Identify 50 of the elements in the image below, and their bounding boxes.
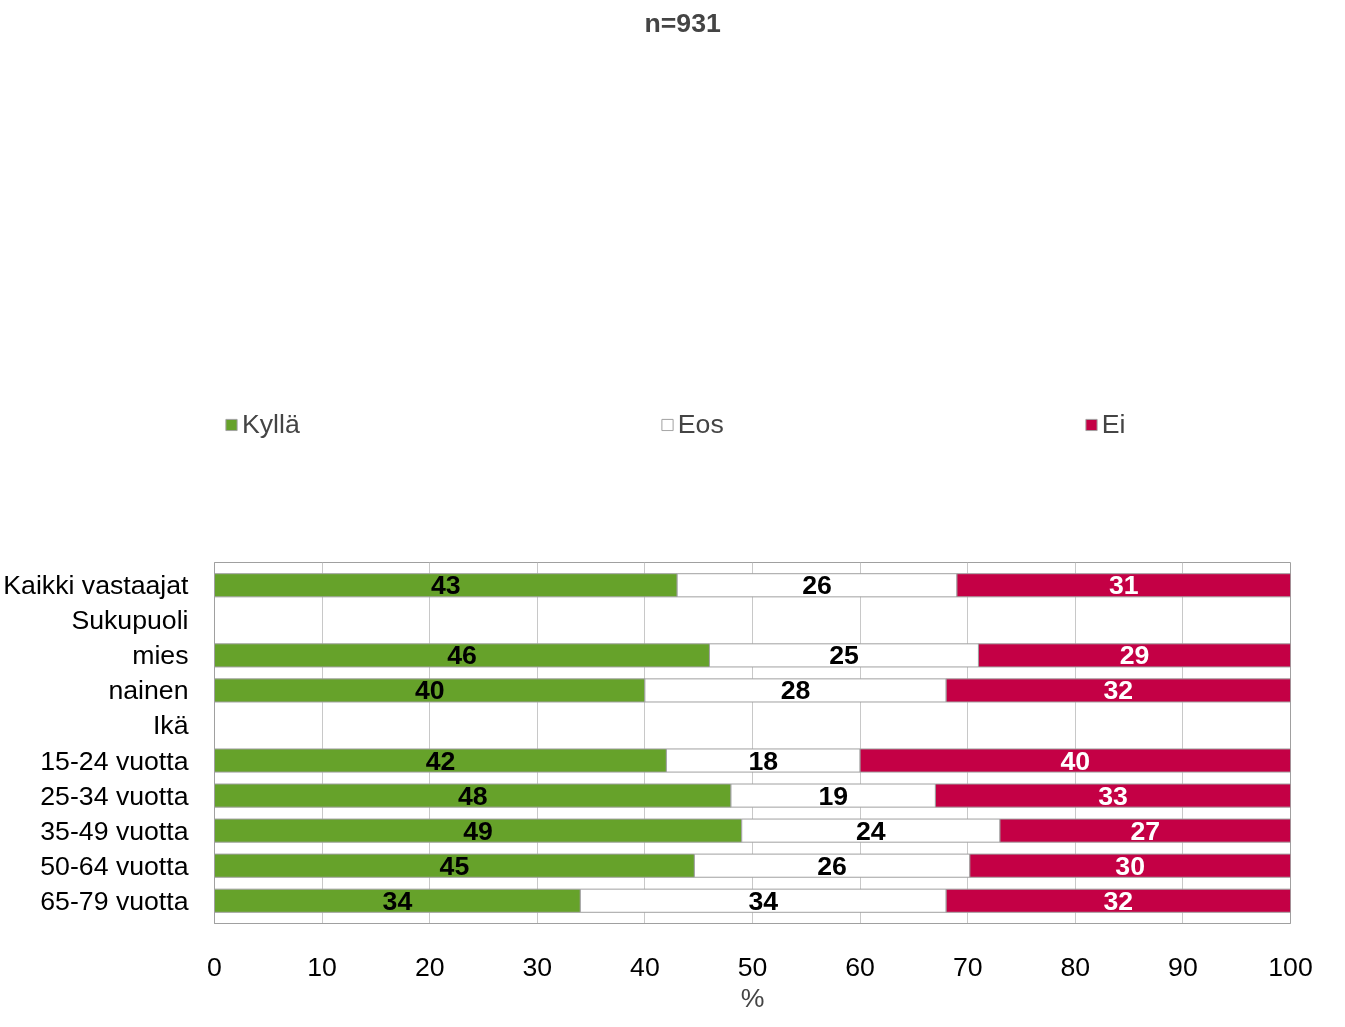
- data-label: 25: [829, 640, 859, 671]
- x-tick-label: 0: [207, 951, 222, 982]
- x-axis-title: %: [740, 982, 765, 1013]
- data-label: 26: [817, 850, 847, 881]
- data-label: 28: [780, 675, 811, 706]
- data-label: 43: [431, 570, 461, 601]
- data-label: 30: [1115, 850, 1146, 881]
- data-label: 42: [425, 745, 456, 776]
- data-label: 32: [1103, 885, 1134, 916]
- data-label: 48: [457, 780, 488, 811]
- data-label: 40: [414, 675, 445, 706]
- legend-label: Ei: [1101, 408, 1126, 440]
- data-label: 32: [1103, 675, 1134, 706]
- x-tick-label: 80: [1060, 951, 1091, 982]
- x-tick-label: 100: [1268, 951, 1313, 982]
- x-tick-label: 40: [630, 951, 660, 982]
- data-label: 19: [818, 780, 849, 811]
- y-tick-label: mies: [132, 640, 189, 671]
- data-label: 27: [1130, 815, 1161, 846]
- y-tick-label: Ikä: [152, 710, 189, 741]
- y-tick-label: 50-64 vuotta: [40, 850, 189, 881]
- legend-label: Eos: [677, 408, 724, 440]
- x-tick-label: 90: [1168, 951, 1198, 982]
- x-tick-label: 10: [307, 951, 337, 982]
- data-label: 40: [1060, 745, 1091, 776]
- data-label: 45: [439, 850, 470, 881]
- data-label: 31: [1108, 570, 1139, 601]
- y-tick-label: 25-34 vuotta: [40, 780, 189, 811]
- y-tick-label: 65-79 vuotta: [40, 885, 189, 916]
- data-label: 18: [748, 745, 779, 776]
- y-tick-label: Kaikki vastaajat: [3, 570, 190, 601]
- data-label: 34: [748, 885, 779, 916]
- data-label: 34: [382, 885, 413, 916]
- y-tick-label: nainen: [108, 675, 189, 706]
- data-label: 26: [802, 570, 832, 601]
- chart-title: n=931: [644, 7, 721, 38]
- x-tick-label: 50: [737, 951, 768, 982]
- data-label: 33: [1098, 780, 1128, 811]
- x-tick-label: 70: [952, 951, 983, 982]
- data-label: 29: [1119, 640, 1150, 671]
- y-tick-label: Sukupuoli: [71, 605, 189, 636]
- x-tick-label: 30: [522, 951, 553, 982]
- data-label: 24: [856, 815, 886, 846]
- y-tick-label: 35-49 vuotta: [40, 815, 189, 846]
- legend-label: Kyllä: [242, 408, 300, 440]
- x-tick-label: 60: [845, 951, 875, 982]
- y-tick-label: 15-24 vuotta: [40, 745, 189, 776]
- x-tick-label: 20: [414, 951, 445, 982]
- data-label: 46: [447, 640, 477, 671]
- data-label: 49: [463, 815, 493, 846]
